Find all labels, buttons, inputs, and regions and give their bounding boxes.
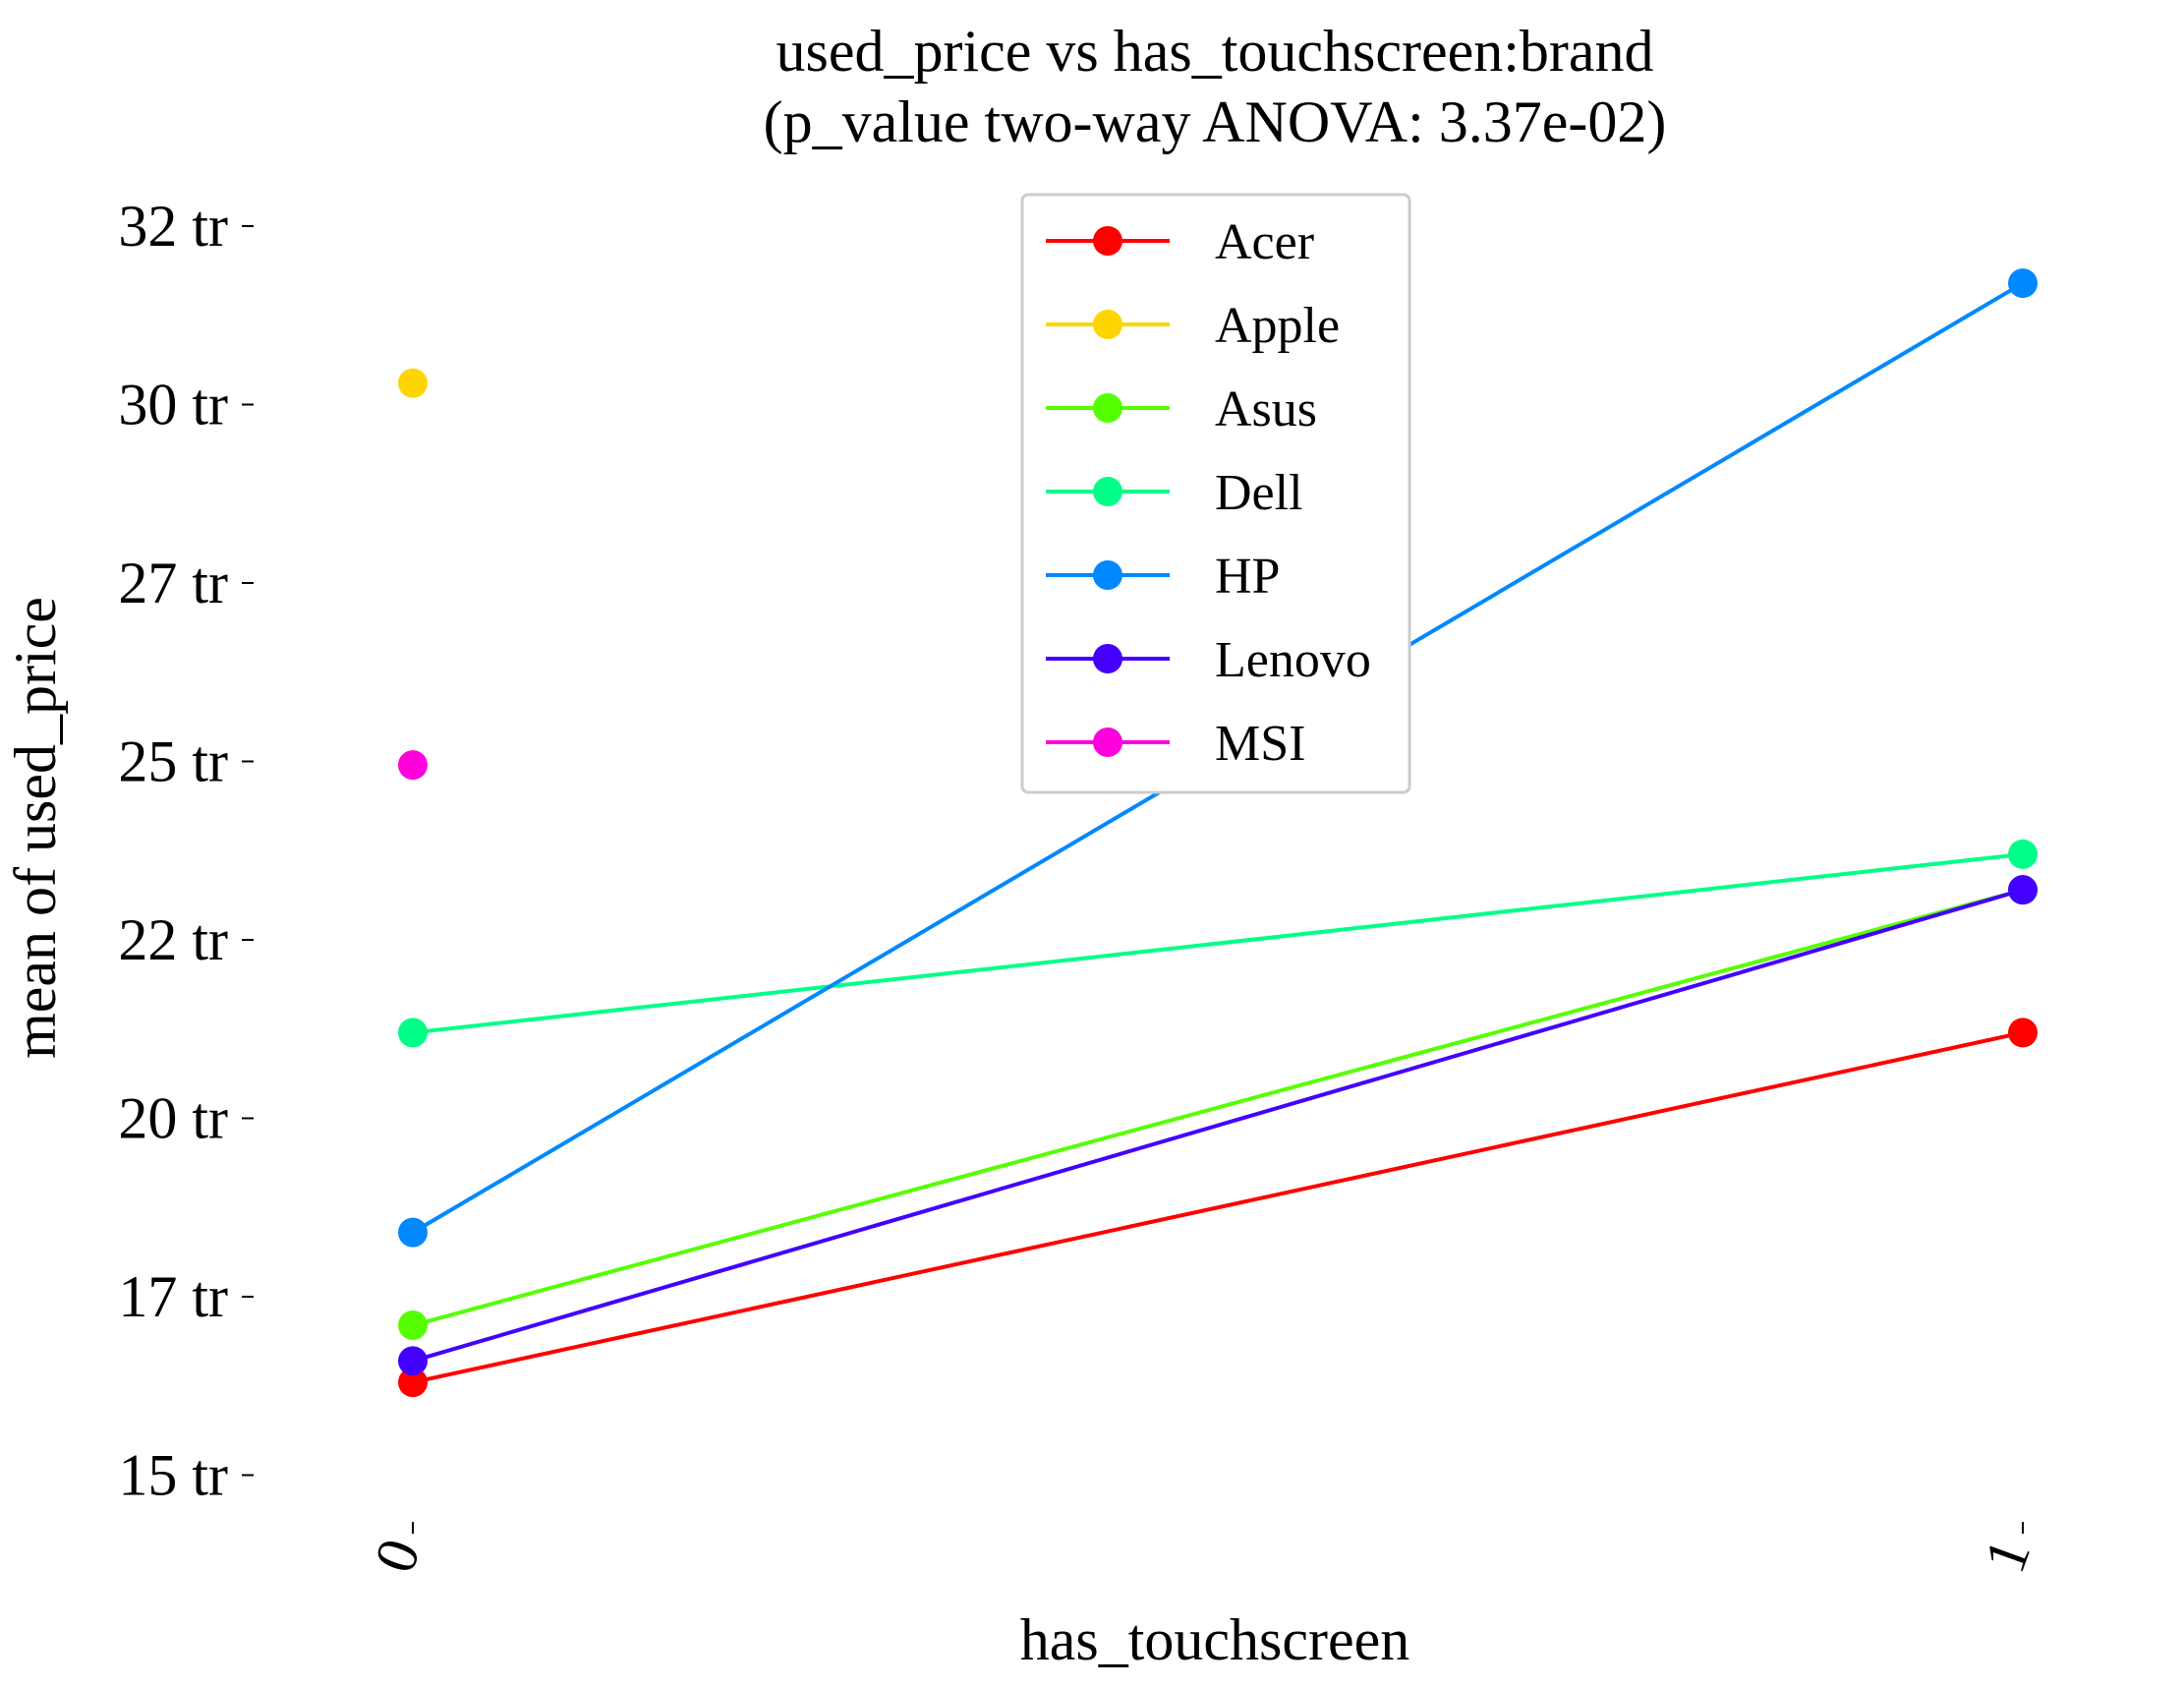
series-layer	[398, 268, 2038, 1398]
series-line	[412, 1030, 2024, 1385]
y-tick-label: 25 tr	[118, 728, 228, 793]
legend-label: Lenovo	[1215, 632, 1371, 688]
x-tick-label: 1	[1972, 1531, 2042, 1581]
data-point	[398, 368, 428, 398]
data-point	[2008, 268, 2038, 299]
y-axis-label: mean of used_price	[3, 597, 68, 1059]
legend-frame	[1020, 193, 1411, 794]
data-point	[398, 1217, 428, 1248]
data-point	[2008, 1018, 2038, 1048]
legend-marker	[1093, 728, 1122, 757]
series-acer	[398, 1018, 2038, 1398]
legend-label: Asus	[1215, 381, 1317, 437]
legend-item: MSI	[1046, 716, 1305, 772]
legend: Acer Apple Asus Dell HP Lenovo MSI	[1020, 193, 1411, 794]
legend-marker	[1093, 310, 1122, 339]
series-msi	[398, 750, 428, 781]
legend-label: HP	[1215, 549, 1280, 605]
x-axis-label: has_touchscreen	[1020, 1607, 1410, 1672]
y-tick-label: 27 tr	[118, 551, 228, 615]
legend-label: Dell	[1215, 465, 1303, 521]
data-point	[2008, 839, 2038, 869]
legend-marker	[1093, 644, 1122, 673]
chart-subtitle: (p_value two-way ANOVA: 3.37e-02)	[764, 89, 1667, 154]
x-tick-label: 0	[362, 1531, 432, 1581]
y-tick-label: 22 tr	[118, 907, 228, 972]
series-dell	[398, 839, 2038, 1048]
data-point	[398, 1018, 428, 1048]
series-line	[412, 888, 2024, 1364]
legend-marker	[1093, 560, 1122, 590]
legend-item: Lenovo	[1046, 632, 1371, 688]
legend-marker	[1093, 226, 1122, 256]
series-lenovo	[398, 875, 2038, 1376]
legend-item: HP	[1046, 549, 1280, 605]
series-line	[412, 888, 2024, 1327]
y-tick-label: 17 tr	[118, 1264, 228, 1329]
legend-item: Acer	[1046, 214, 1314, 270]
legend-item: Dell	[1046, 465, 1303, 521]
data-point	[398, 750, 428, 781]
legend-marker	[1093, 477, 1122, 506]
legend-label: Apple	[1215, 298, 1340, 354]
y-tick-label: 20 tr	[118, 1085, 228, 1150]
legend-label: MSI	[1215, 716, 1305, 772]
legend-item: Asus	[1046, 381, 1317, 437]
data-point	[398, 1368, 428, 1398]
data-point	[398, 1310, 428, 1341]
series-line	[412, 851, 2024, 1035]
legend-marker	[1093, 393, 1122, 423]
y-axis: 15 tr 17 tr 20 tr 22 tr 25 tr 27 tr 30 tr 32 tr	[118, 194, 254, 1507]
data-point	[398, 1346, 428, 1376]
y-tick-label: 30 tr	[118, 372, 228, 437]
y-tick-label: 15 tr	[118, 1442, 228, 1507]
y-tick-label: 32 tr	[118, 194, 228, 259]
legend-label: Acer	[1215, 214, 1314, 270]
legend-item: Apple	[1046, 298, 1340, 354]
data-point	[2008, 875, 2038, 905]
series-apple	[398, 368, 428, 398]
chart-title: used_price vs has_touchscreen:brand	[776, 19, 1653, 84]
